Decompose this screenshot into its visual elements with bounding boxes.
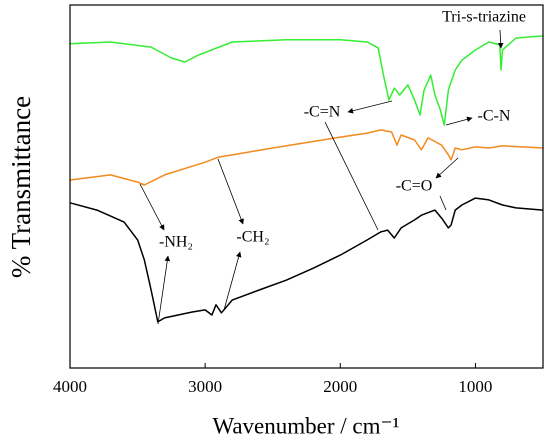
arrows [139, 29, 504, 325]
arrow [347, 100, 393, 114]
arrow [439, 195, 447, 211]
annotation: -C-N [478, 108, 511, 125]
x-tick-label: 3000 [188, 377, 222, 396]
arrow [324, 121, 379, 231]
annotation: -C=N [304, 104, 341, 121]
x-tick-label: 1000 [458, 377, 492, 396]
x-tick-label: 4000 [53, 377, 87, 396]
arrow [217, 158, 244, 225]
annotation: -NH₂ [159, 234, 193, 251]
y-axis-label: % Transmittance [6, 96, 36, 278]
series-group [69, 35, 544, 323]
x-axis-label: Wavenumber / cm⁻¹ [212, 413, 399, 438]
arrow [435, 157, 459, 179]
spectrum-line [69, 197, 544, 323]
annotation: -CH₂ [236, 229, 269, 246]
arrow [445, 116, 473, 126]
annotation: Tri-s-triazine [442, 9, 526, 26]
arrow [497, 29, 504, 49]
arrow [223, 251, 242, 311]
x-tick-label: 2000 [323, 377, 357, 396]
annotation: -C=O [396, 178, 433, 195]
arrow [157, 255, 171, 325]
spectrum-line [69, 129, 544, 186]
spectrum-line [69, 35, 544, 126]
arrow [139, 183, 165, 231]
plot-frame [69, 4, 544, 369]
